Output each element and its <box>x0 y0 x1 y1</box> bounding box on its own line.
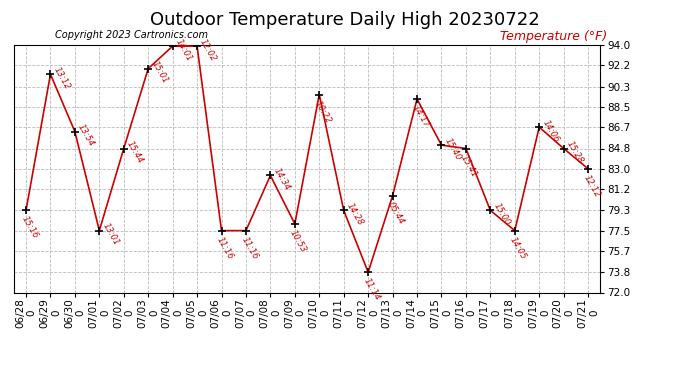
Text: 15:01: 15:01 <box>150 60 170 85</box>
Text: 11:14: 11:14 <box>362 277 382 302</box>
Text: 10:53: 10:53 <box>288 228 308 254</box>
Text: 13:54: 13:54 <box>76 123 96 148</box>
Text: 14:17: 14:17 <box>411 104 431 129</box>
Text: 12:12: 12:12 <box>582 173 602 199</box>
Text: 11:16: 11:16 <box>215 235 235 261</box>
Text: 05:44: 05:44 <box>386 200 406 226</box>
Text: 11:16: 11:16 <box>239 235 259 261</box>
Text: 10:22: 10:22 <box>313 99 333 124</box>
Text: Outdoor Temperature Daily High 20230722: Outdoor Temperature Daily High 20230722 <box>150 11 540 29</box>
Text: 15:41: 15:41 <box>460 153 480 178</box>
Text: 14:05: 14:05 <box>509 235 528 261</box>
Text: 14:34: 14:34 <box>272 166 292 192</box>
Text: Temperature (°F): Temperature (°F) <box>500 30 607 43</box>
Text: 14:28: 14:28 <box>345 201 365 227</box>
Text: 14:06: 14:06 <box>540 118 560 144</box>
Text: 15:44: 15:44 <box>125 140 145 165</box>
Text: 15:16: 15:16 <box>19 215 39 240</box>
Text: 15:00: 15:00 <box>491 201 511 227</box>
Text: 13:12: 13:12 <box>52 65 72 91</box>
Text: 14:01: 14:01 <box>174 37 194 63</box>
Text: 15:28: 15:28 <box>565 140 585 165</box>
Text: 13:01: 13:01 <box>101 222 121 247</box>
Text: 12:02: 12:02 <box>198 37 218 63</box>
Text: 15:40: 15:40 <box>443 136 463 162</box>
Text: Copyright 2023 Cartronics.com: Copyright 2023 Cartronics.com <box>55 30 208 40</box>
